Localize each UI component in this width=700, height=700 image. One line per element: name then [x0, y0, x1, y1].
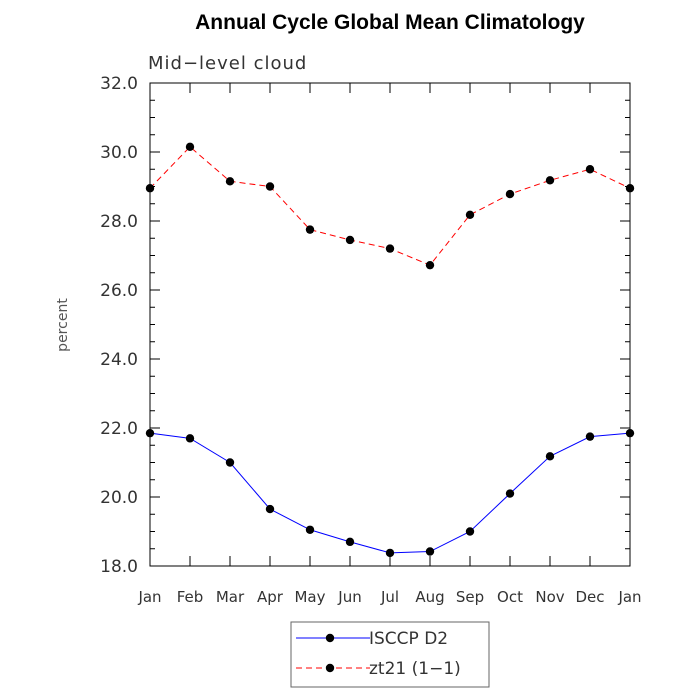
y-tick-label: 32.0 — [100, 74, 138, 94]
x-tick-label: Jan — [617, 588, 641, 606]
legend-marker — [325, 663, 335, 673]
data-point — [425, 547, 435, 556]
x-axis: Jan Feb Mar Apr May Jun Jul Aug Sep Oct Nov Dec Jan — [137, 83, 642, 606]
y-tick-label: 30.0 — [100, 143, 138, 163]
x-tick-label: Aug — [415, 588, 444, 606]
data-point — [345, 537, 355, 547]
data-point — [465, 210, 475, 219]
data-point — [265, 504, 275, 514]
y-tick-label: 26.0 — [100, 281, 138, 301]
x-tick-label: Apr — [257, 588, 284, 606]
x-tick-label: Oct — [497, 588, 523, 606]
y-axis-label: percent — [55, 298, 71, 352]
data-point — [185, 434, 195, 443]
x-tick-label: Jan — [137, 588, 161, 606]
x-tick-label: Sep — [456, 588, 484, 606]
y-tick-label: 22.0 — [100, 419, 138, 439]
x-tick-label: Dec — [575, 588, 604, 606]
data-point — [225, 177, 235, 186]
x-tick-label: Jun — [337, 588, 361, 606]
chart-title: Annual Cycle Global Mean Climatology — [195, 11, 585, 34]
y-tick-label: 28.0 — [100, 212, 138, 232]
legend: ISCCP D2 zt21 (1−1) — [290, 621, 490, 688]
legend-marker — [325, 633, 335, 643]
data-point — [145, 184, 155, 193]
x-tick-label: Mar — [216, 588, 245, 606]
data-point — [385, 548, 395, 558]
data-point — [505, 489, 515, 498]
data-point — [345, 235, 355, 245]
y-axis: 18.0 20.0 22.0 24.0 26.0 28.0 30.0 32.0 — [100, 74, 630, 577]
data-point — [385, 244, 395, 253]
data-point — [585, 432, 595, 441]
data-point — [305, 225, 315, 234]
legend-box — [290, 621, 490, 688]
data-point — [585, 165, 595, 174]
data-point — [425, 260, 435, 270]
y-tick-label: 20.0 — [100, 488, 138, 508]
data-point — [545, 176, 555, 185]
data-point — [185, 142, 195, 152]
x-tick-label: Jul — [380, 588, 399, 606]
x-tick-label: Nov — [535, 588, 564, 606]
data-point — [465, 527, 475, 536]
series-line — [149, 432, 631, 554]
legend-label: ISCCP D2 — [369, 629, 448, 649]
data-point — [145, 428, 155, 438]
data-point — [625, 184, 635, 193]
y-tick-label: 24.0 — [100, 350, 138, 370]
data-point — [545, 452, 555, 461]
data-point — [225, 458, 235, 467]
plot-frame — [149, 82, 631, 567]
x-tick-label: May — [294, 588, 325, 606]
data-point — [305, 525, 315, 534]
chart-subtitle: Mid−level cloud — [148, 53, 307, 74]
data-point — [625, 428, 635, 438]
data-point — [265, 182, 275, 191]
y-tick-label: 18.0 — [100, 557, 138, 577]
data-point — [505, 189, 515, 199]
x-tick-label: Feb — [177, 588, 204, 606]
series-layer — [145, 142, 635, 558]
legend-label: zt21 (1−1) — [369, 659, 461, 679]
